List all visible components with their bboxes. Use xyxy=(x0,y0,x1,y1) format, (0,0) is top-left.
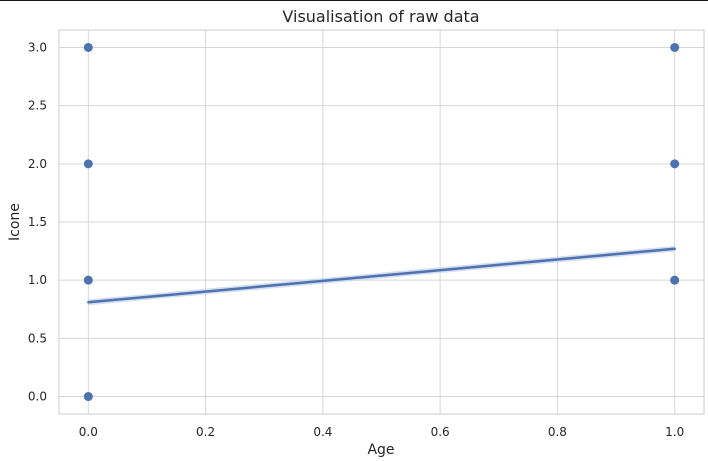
y-tick-label: 2.5 xyxy=(28,99,47,113)
y-axis-label: Icone xyxy=(7,203,23,241)
x-tick-label: 1.0 xyxy=(665,425,684,439)
scatter-point xyxy=(83,42,93,52)
x-tick-label: 0.4 xyxy=(313,425,332,439)
points-layer xyxy=(83,42,680,402)
x-tick-label: 0.8 xyxy=(548,425,567,439)
scatter-point xyxy=(670,275,680,285)
plot-frame xyxy=(58,29,705,415)
chart-title: Visualisation of raw data xyxy=(282,7,479,26)
x-tick-label: 0.2 xyxy=(196,425,215,439)
regression-line xyxy=(87,247,676,304)
x-tick-label: 0.6 xyxy=(431,425,450,439)
scatter-point xyxy=(670,42,680,52)
scatter-point xyxy=(83,159,93,169)
y-tick-label: 0.5 xyxy=(28,331,47,345)
y-tick-label: 2.0 xyxy=(28,157,47,171)
top-border-line xyxy=(0,0,708,1)
scatter-point xyxy=(83,392,93,402)
grid-layer xyxy=(59,30,704,414)
y-tick-label: 1.5 xyxy=(28,215,47,229)
y-tick-label: 1.0 xyxy=(28,273,47,287)
scatter-point xyxy=(83,275,93,285)
x-tick-label: 0.0 xyxy=(79,425,98,439)
x-tick-labels: 0.0 0.2 0.4 0.6 0.8 1.0 xyxy=(79,425,684,439)
regression-line-layer xyxy=(87,247,676,304)
y-tick-label: 0.0 xyxy=(28,390,47,404)
scatter-point xyxy=(670,159,680,169)
y-tick-label: 3.0 xyxy=(28,40,47,54)
y-tick-labels: 0.0 0.5 1.0 1.5 2.0 2.5 3.0 xyxy=(28,40,47,403)
x-axis-label: Age xyxy=(367,442,394,458)
